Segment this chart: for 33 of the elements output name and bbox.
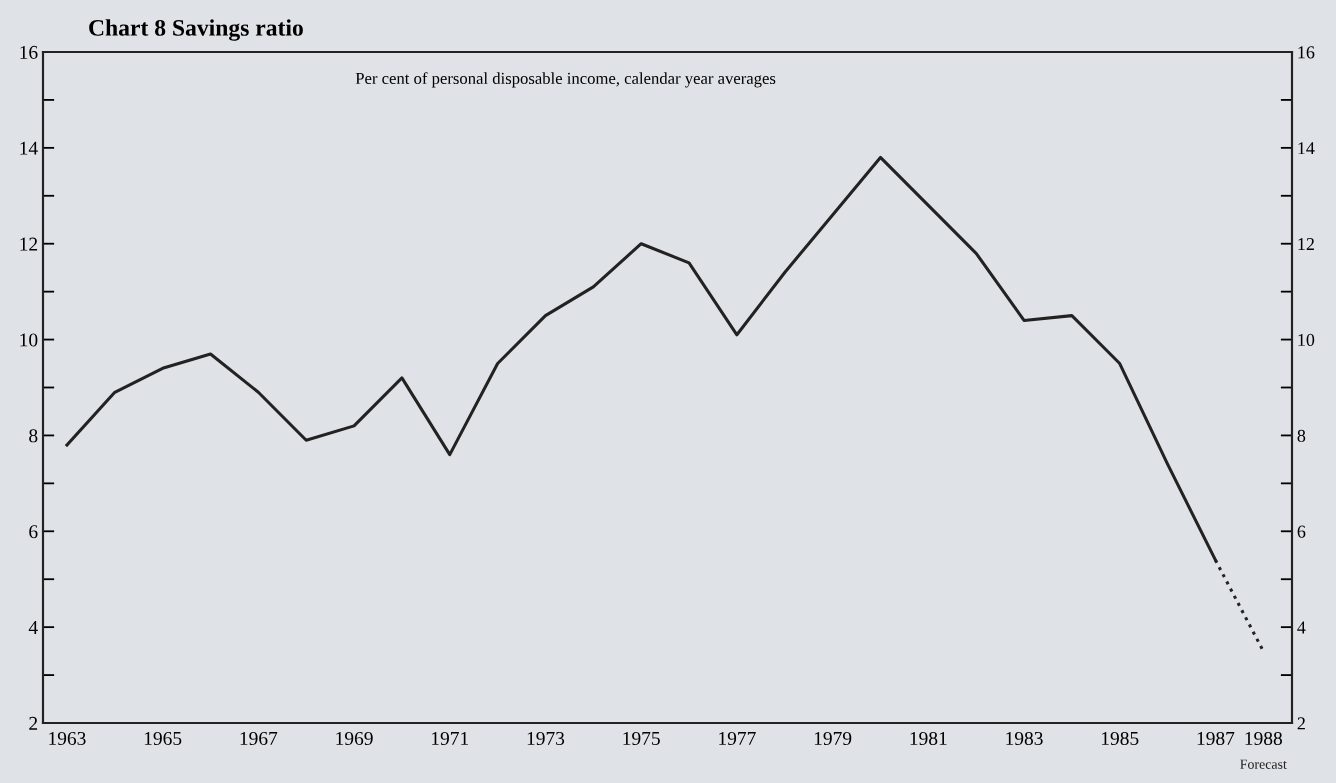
y2-tick-label: 16 bbox=[1298, 46, 1315, 59]
y2-tick-label: 4 bbox=[1297, 621, 1306, 634]
x-tick-label: 1971 bbox=[432, 731, 469, 746]
y2-tick-label: 12 bbox=[1298, 238, 1314, 250]
chart-title: Chart 8 Savings ratio bbox=[89, 19, 303, 41]
x-tick-label: 1963 bbox=[49, 731, 86, 746]
text: Forecast bbox=[1240, 759, 1287, 769]
x-tick-label: 1983 bbox=[1006, 731, 1043, 746]
x-tick-label: 1975 bbox=[623, 731, 660, 746]
y2-tick-label: 10 bbox=[1298, 333, 1315, 347]
x-tick-label: 1981 bbox=[910, 731, 947, 746]
y-tick-label: 14 bbox=[20, 141, 38, 155]
x-tick-label: 1967 bbox=[240, 731, 278, 746]
y-tick-label: 2 bbox=[29, 716, 38, 730]
y-tick-label: 6 bbox=[29, 525, 38, 539]
x-tick-label: 1988 bbox=[1245, 731, 1282, 746]
y2-tick-label: 14 bbox=[1298, 142, 1315, 155]
y2-tick-label: 2 bbox=[1297, 717, 1305, 730]
y2-tick-label: 6 bbox=[1297, 525, 1306, 538]
text: Per cent of personal disposable income, calendar year averages bbox=[355, 72, 776, 88]
x-tick-label: 1977 bbox=[719, 731, 756, 746]
y2-tick-label: 8 bbox=[1297, 429, 1306, 442]
x-tick-label: 1987 bbox=[1197, 731, 1235, 746]
y-tick-label: 10 bbox=[20, 333, 38, 347]
x-tick-label: 1979 bbox=[814, 731, 852, 746]
x-tick-label: 1973 bbox=[527, 731, 565, 746]
y-tick-label: 12 bbox=[20, 237, 38, 251]
y-tick-label: 8 bbox=[29, 429, 38, 443]
x-tick-label: 1985 bbox=[1101, 731, 1139, 746]
y-tick-label: 16 bbox=[20, 45, 38, 59]
x-tick-label: 1965 bbox=[144, 731, 182, 746]
x-tick-label: 1969 bbox=[336, 731, 373, 746]
y-tick-label: 4 bbox=[28, 621, 38, 634]
